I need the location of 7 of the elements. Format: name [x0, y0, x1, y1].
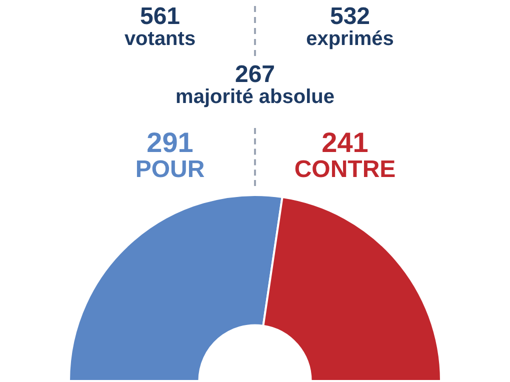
data-label: 241: [320, 127, 370, 158]
slice-label: CONTRE: [293, 156, 397, 184]
slice-label: POUR: [134, 156, 206, 184]
text: 267 majorité absolue: [174, 61, 336, 108]
text: 561 votants: [123, 3, 197, 50]
text: 532 exprimés: [305, 3, 395, 50]
data-label: 291: [146, 127, 194, 158]
